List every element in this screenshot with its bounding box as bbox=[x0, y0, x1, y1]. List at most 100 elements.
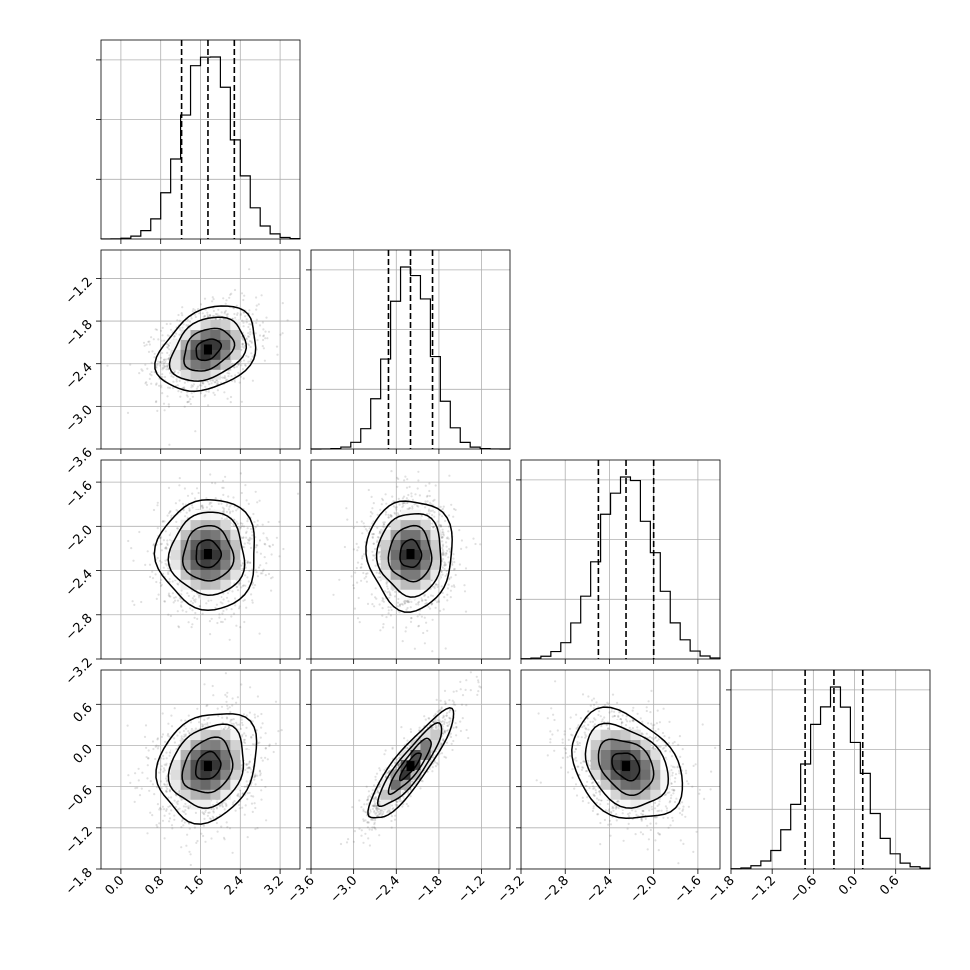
scatter-point bbox=[172, 601, 175, 604]
scatter-point bbox=[223, 312, 226, 315]
scatter-point bbox=[443, 596, 446, 599]
scatter-point bbox=[233, 380, 236, 383]
scatter-point bbox=[242, 298, 245, 302]
scatter-point bbox=[242, 321, 245, 324]
scatter-point bbox=[234, 809, 237, 812]
scatter-point bbox=[166, 366, 169, 369]
scatter-point bbox=[224, 302, 227, 305]
scatter-point bbox=[176, 319, 179, 322]
scatter-point bbox=[253, 778, 256, 781]
scatter-point bbox=[405, 497, 408, 500]
scatter-point bbox=[133, 800, 136, 804]
scatter-point bbox=[175, 509, 178, 512]
scatter-point bbox=[228, 505, 231, 508]
scatter-point bbox=[271, 543, 274, 547]
scatter-point bbox=[282, 547, 285, 551]
density-cell bbox=[210, 339, 221, 350]
scatter-point bbox=[185, 610, 188, 613]
scatter-point bbox=[148, 789, 151, 792]
scatter-point bbox=[212, 379, 215, 382]
density-cell bbox=[220, 579, 231, 590]
scatter-point bbox=[378, 546, 381, 549]
scatter-point bbox=[369, 510, 372, 514]
scatter-point bbox=[404, 602, 407, 605]
density-cell bbox=[400, 569, 411, 580]
scatter-point bbox=[384, 513, 387, 516]
scatter-point bbox=[448, 474, 451, 477]
scatter-point bbox=[209, 315, 212, 318]
scatter-point bbox=[254, 490, 257, 493]
scatter-point bbox=[408, 600, 411, 604]
scatter-point bbox=[393, 511, 396, 514]
scatter-point bbox=[445, 537, 448, 540]
density-cell bbox=[380, 549, 391, 560]
scatter-point bbox=[239, 522, 243, 525]
scatter-point bbox=[153, 356, 156, 359]
density-cell bbox=[180, 329, 191, 340]
scatter-point bbox=[426, 494, 429, 497]
scatter-point bbox=[360, 520, 363, 523]
scatter-point bbox=[198, 384, 201, 387]
scatter-point bbox=[194, 600, 197, 603]
scatter-point bbox=[417, 470, 420, 473]
scatter-point bbox=[150, 361, 153, 364]
scatter-point bbox=[256, 575, 259, 578]
scatter-point bbox=[404, 502, 407, 505]
scatter-point bbox=[234, 374, 237, 377]
scatter-point bbox=[423, 642, 426, 645]
scatter-point bbox=[447, 583, 450, 586]
scatter-point bbox=[221, 376, 224, 379]
scatter-point bbox=[163, 520, 166, 523]
scatter-point bbox=[149, 373, 152, 376]
histogram-step bbox=[100, 56, 301, 240]
histogram-step bbox=[730, 686, 931, 870]
scatter-point bbox=[375, 597, 378, 600]
scatter-point bbox=[381, 499, 385, 502]
density-cell bbox=[390, 539, 401, 550]
density-cell bbox=[230, 529, 241, 540]
scatter-point bbox=[197, 308, 200, 311]
scatter-point bbox=[371, 535, 374, 539]
scatter-point bbox=[191, 597, 194, 600]
scatter-point bbox=[407, 493, 410, 497]
scatter-point bbox=[240, 364, 243, 367]
scatter-point bbox=[245, 337, 248, 340]
scatter-point bbox=[244, 315, 247, 318]
scatter-point bbox=[250, 568, 253, 571]
scatter-point bbox=[142, 341, 146, 344]
scatter-point bbox=[440, 536, 443, 540]
scatter-point bbox=[161, 351, 164, 355]
scatter-point bbox=[228, 706, 231, 709]
peak-marker bbox=[203, 344, 212, 355]
scatter-point bbox=[441, 536, 444, 539]
scatter-point bbox=[190, 626, 193, 629]
scatter-point bbox=[361, 532, 364, 535]
scatter-point bbox=[177, 390, 180, 393]
scatter-point bbox=[371, 512, 374, 515]
y-tick-label: −2.4 bbox=[63, 360, 96, 393]
scatter-point bbox=[220, 311, 223, 314]
scatter-point bbox=[202, 382, 205, 385]
scatter-point bbox=[388, 590, 391, 593]
scatter-point bbox=[353, 607, 356, 610]
density-panel bbox=[100, 249, 301, 450]
density-cell bbox=[380, 569, 391, 580]
scatter-point bbox=[417, 624, 421, 627]
scatter-point bbox=[225, 299, 228, 302]
scatter-point bbox=[154, 328, 157, 331]
scatter-point bbox=[144, 363, 147, 366]
scatter-point bbox=[249, 561, 252, 565]
scatter-point bbox=[377, 550, 380, 554]
scatter-point bbox=[403, 479, 406, 482]
scatter-point bbox=[251, 599, 254, 602]
scatter-point bbox=[198, 605, 202, 608]
scatter-point bbox=[243, 785, 246, 788]
scatter-point bbox=[169, 614, 172, 618]
scatter-point bbox=[161, 366, 164, 369]
scatter-point bbox=[389, 514, 392, 517]
scatter-point bbox=[250, 340, 253, 343]
scatter-point bbox=[464, 610, 468, 613]
scatter-point bbox=[227, 375, 230, 378]
scatter-point bbox=[246, 517, 249, 520]
scatter-point bbox=[194, 598, 197, 601]
